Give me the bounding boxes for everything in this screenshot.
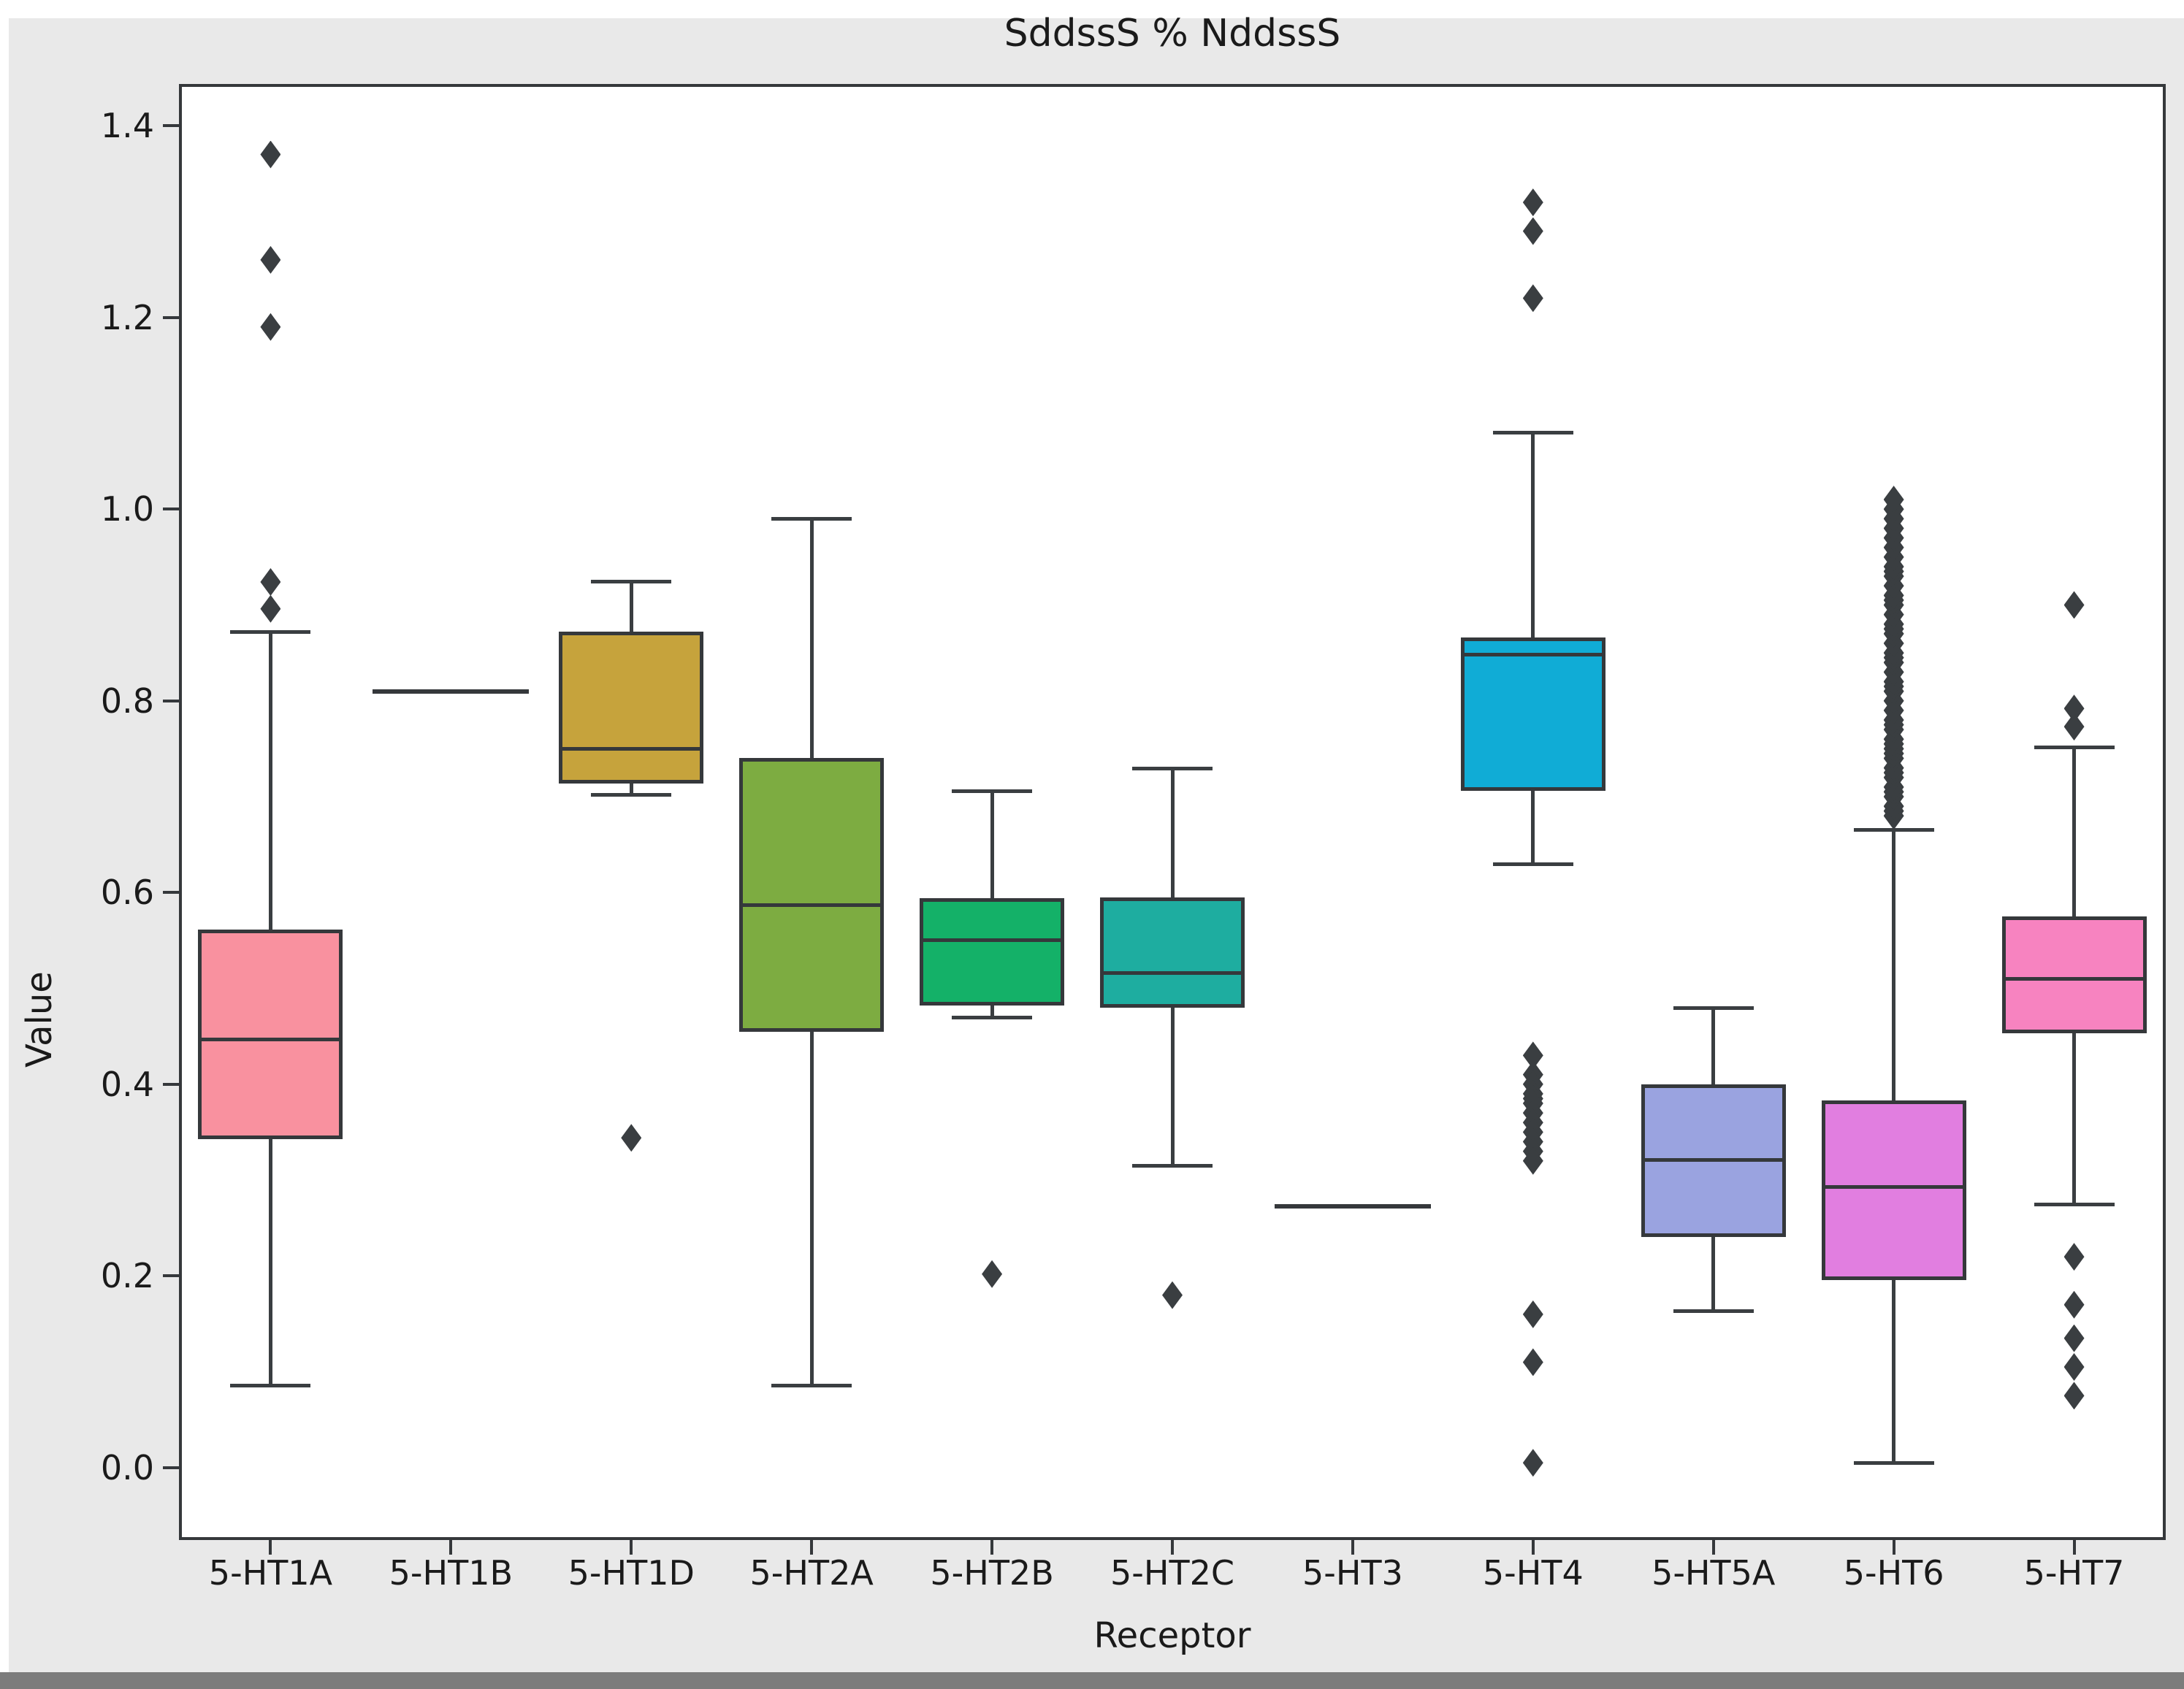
box-median-line [739,903,885,907]
y-tick-mark [163,124,179,128]
upper-whisker [1531,432,1535,638]
x-tick-mark [1171,1540,1174,1555]
lower-whisker [629,783,633,795]
box-median-line [2001,976,2147,981]
y-tick-label: 0.0 [100,1447,154,1487]
x-tick-mark [1351,1540,1354,1555]
x-tick-label: 5-HT2A [749,1553,874,1593]
upper-whisker [1711,1007,1716,1084]
upper-whisker-cap [771,517,852,521]
box-5-HT7 [2001,916,2147,1034]
x-tick-mark [449,1540,453,1555]
lower-whisker-cap [230,1383,311,1387]
box-median-line [1641,1157,1786,1162]
upper-whisker [990,791,994,899]
upper-whisker [1892,829,1896,1101]
x-tick-label: 5-HT1B [389,1553,513,1593]
upper-whisker [268,632,272,930]
x-tick-label: 5-HT5A [1652,1553,1776,1593]
upper-whisker-cap [2034,745,2115,749]
box-median-line [198,1037,343,1041]
y-tick-mark [163,315,179,319]
y-axis-label: Value [19,971,60,1068]
box-median-line [1821,1184,1966,1189]
upper-whisker-cap [591,579,672,583]
x-tick-label: 5-HT7 [2023,1553,2125,1593]
box-median-line [1274,1203,1431,1209]
upper-whisker-cap [1492,431,1573,435]
upper-whisker [2072,746,2077,917]
x-tick-label: 5-HT2B [930,1553,1054,1593]
y-tick-mark [163,1082,179,1086]
x-tick-mark [269,1540,272,1555]
x-axis-label: Receptor [1093,1615,1251,1656]
x-tick-label: 5-HT6 [1843,1553,1944,1593]
lower-whisker [1892,1279,1896,1463]
box-median-line [920,938,1065,943]
lower-whisker [268,1138,272,1385]
y-tick-label: 1.0 [100,489,154,529]
box-median-line [373,689,530,694]
x-tick-label: 5-HT1D [568,1553,695,1593]
box-5-HT2C [1100,897,1245,1008]
lower-whisker [1170,1007,1175,1166]
lower-whisker [1531,791,1535,864]
box-5-HT1D [559,632,704,784]
box-5-HT2B [920,898,1065,1006]
x-tick-mark [1711,1540,1715,1555]
lower-whisker-cap [1673,1309,1754,1313]
upper-whisker-cap [1132,766,1213,770]
upper-whisker [1170,767,1175,897]
x-tick-mark [1892,1540,1895,1555]
x-tick-mark [990,1540,994,1555]
box-5-HT4 [1460,637,1605,792]
upper-whisker-cap [230,630,311,635]
x-tick-label: 5-HT2C [1110,1553,1234,1593]
box-5-HT6 [1821,1100,1966,1280]
box-5-HT1A [198,930,343,1139]
y-tick-mark [163,1274,179,1278]
lower-whisker-cap [1853,1461,1934,1466]
lower-whisker [809,1031,814,1385]
upper-whisker [809,518,814,759]
lower-whisker-cap [2034,1202,2115,1206]
lower-whisker-cap [952,1015,1033,1019]
x-tick-label: 5-HT4 [1482,1553,1584,1593]
x-tick-mark [2072,1540,2076,1555]
box-median-line [1460,653,1605,657]
y-tick-mark [163,1466,179,1469]
window-bottom-edge [0,1672,2184,1689]
x-tick-mark [630,1540,633,1555]
x-tick-mark [1531,1540,1535,1555]
y-tick-mark [163,699,179,702]
upper-whisker-cap [1673,1006,1754,1010]
lower-whisker-cap [771,1383,852,1387]
upper-whisker-cap [952,789,1033,794]
x-tick-label: 5-HT3 [1302,1553,1403,1593]
lower-whisker-cap [1132,1164,1213,1168]
chart-title: SddssS % NddssS [1004,12,1341,55]
box-median-line [559,746,704,751]
y-tick-label: 0.6 [100,873,154,913]
box-5-HT2A [739,758,885,1032]
x-tick-label: 5-HT1A [208,1553,333,1593]
lower-whisker [1711,1236,1716,1311]
x-tick-mark [810,1540,814,1555]
y-tick-mark [163,508,179,511]
y-tick-mark [163,891,179,895]
y-tick-label: 0.2 [100,1256,154,1296]
lower-whisker-cap [591,793,672,797]
box-median-line [1100,971,1245,976]
upper-whisker [629,581,633,632]
lower-whisker [2072,1033,2077,1204]
lower-whisker [990,1006,994,1017]
y-tick-label: 0.4 [100,1064,154,1104]
y-tick-label: 0.8 [100,681,154,721]
lower-whisker-cap [1492,862,1573,866]
y-tick-label: 1.2 [100,297,154,337]
y-tick-label: 1.4 [100,106,154,146]
